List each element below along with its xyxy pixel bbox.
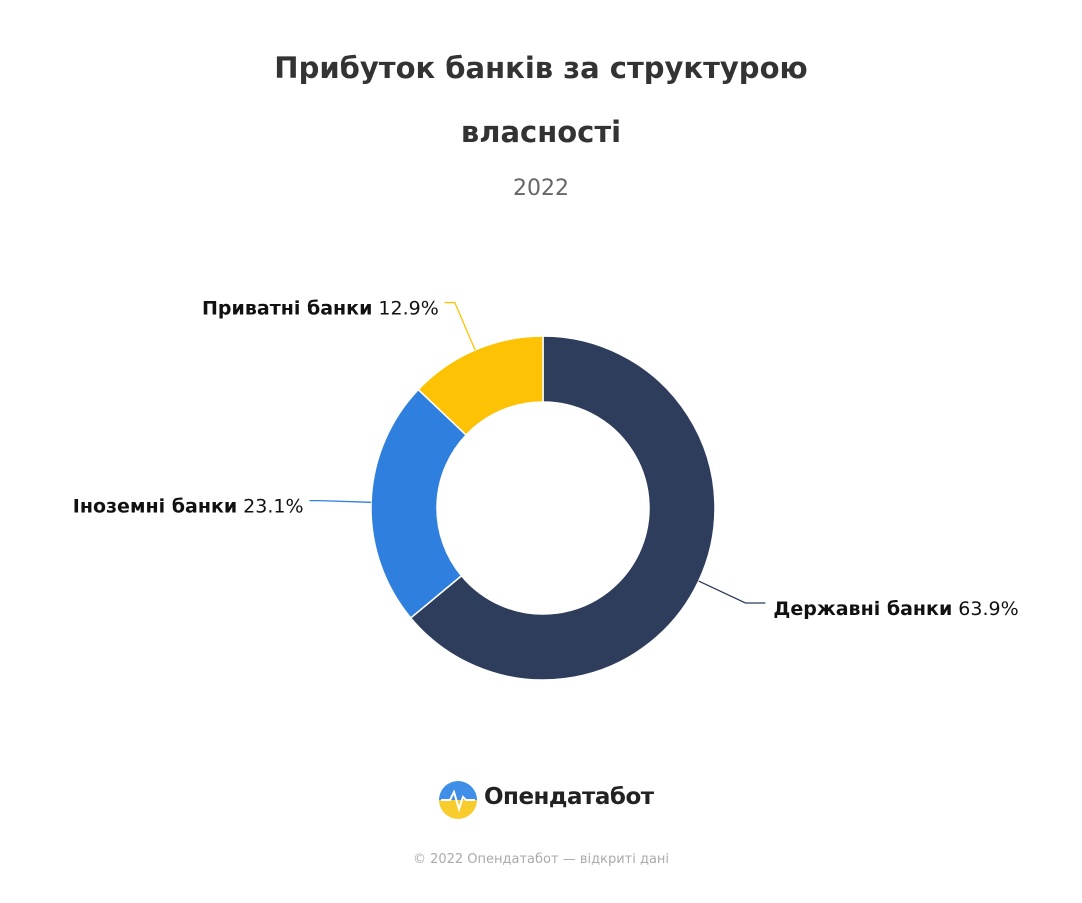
data-label: Приватні банки 12.9% [202,297,439,319]
slice [370,388,468,619]
slice [417,335,544,437]
leader-line [698,580,766,604]
logo [439,781,477,819]
leader-line [444,301,476,351]
data-label: Державні банки 63.9% [773,597,1018,619]
value-label: 23.1% [243,495,303,517]
category-label: Приватні банки [202,297,372,319]
value-label: 63.9% [958,597,1018,619]
category-label: Іноземні банки [73,495,237,517]
category-label: Державні банки [773,597,952,619]
slice [409,335,716,681]
brand-name: Опендатабот [484,784,654,810]
footer: © 2022 Опендатабот — відкриті дані [412,852,670,867]
chart-title: Прибуток банків за структурою власності [274,51,808,149]
chart-subtitle: 2022 [513,176,569,201]
leader-line [309,499,372,503]
data-label: Іноземні банки 23.1% [73,495,304,517]
value-label: 12.9% [378,297,438,319]
